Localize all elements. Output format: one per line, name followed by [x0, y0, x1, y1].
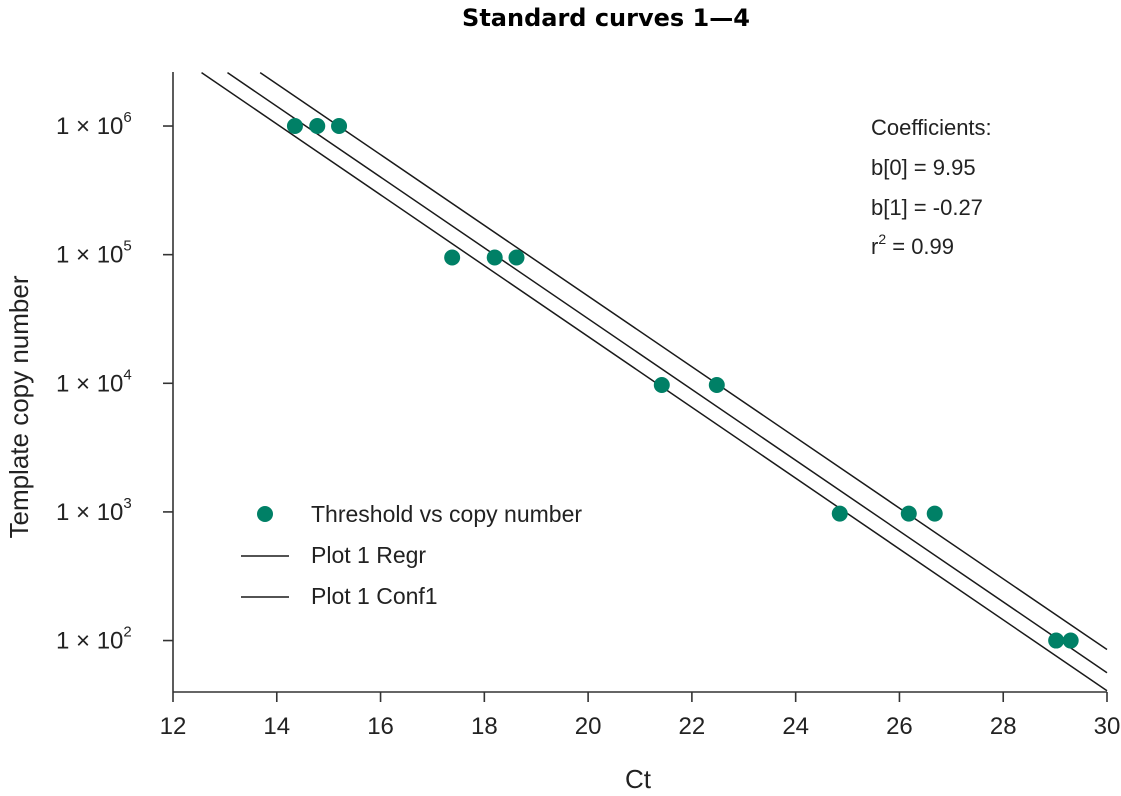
legend-label-regr: Plot 1 Regr: [311, 542, 426, 568]
data-point: [286, 118, 303, 135]
data-point: [331, 118, 348, 135]
confidence-line-1: [201, 72, 1108, 692]
confidence-line-2: [259, 72, 1108, 651]
legend-marker-threshold: [257, 506, 273, 522]
data-point: [926, 505, 943, 522]
coefficients-heading: Coefficients:: [871, 115, 992, 140]
coefficient-b1: b[1] = -0.27: [871, 195, 983, 220]
y-tick-label: 1 × 105: [56, 238, 132, 269]
x-tick-label: 28: [990, 713, 1017, 740]
legend-label-conf1: Plot 1 Conf1: [311, 583, 438, 609]
r2-prefix: r: [871, 234, 878, 259]
r2-exponent: 2: [878, 231, 886, 247]
y-tick-label: 1 × 102: [56, 624, 132, 655]
coefficients-annotation: Coefficients: b[0] = 9.95 b[1] = -0.27 r…: [871, 115, 992, 259]
regression-lines: [201, 72, 1108, 692]
x-tick-label: 16: [367, 713, 394, 740]
data-point: [831, 505, 848, 522]
data-point: [508, 249, 525, 266]
data-point: [653, 376, 670, 393]
x-tick-label: 22: [679, 713, 706, 740]
x-tick-label: 12: [160, 713, 187, 740]
data-point: [1048, 632, 1065, 649]
legend-label-threshold: Threshold vs copy number: [311, 501, 582, 527]
legend: Threshold vs copy number Plot 1 Regr Plo…: [241, 501, 582, 609]
x-tick-label: 18: [471, 713, 498, 740]
x-axis-label: Ct: [625, 764, 652, 794]
coefficient-b0: b[0] = 9.95: [871, 155, 976, 180]
y-tick-label: 1 × 104: [56, 366, 132, 397]
x-axis-ticks: 12 14 16 18 20 22 24 26 28 30: [160, 692, 1121, 740]
data-point: [486, 249, 503, 266]
coefficient-r2: r2 = 0.99: [871, 231, 954, 259]
regression-line: [227, 72, 1108, 674]
data-point: [900, 505, 917, 522]
x-tick-label: 30: [1094, 713, 1121, 740]
data-point: [708, 376, 725, 393]
x-tick-label: 26: [886, 713, 913, 740]
y-axis-ticks: 1 × 106 1 × 105 1 × 104 1 × 103 1 × 102: [56, 109, 173, 655]
data-points: [286, 118, 1079, 649]
y-tick-label: 1 × 103: [56, 495, 132, 526]
data-point: [1062, 632, 1079, 649]
x-tick-label: 14: [263, 713, 290, 740]
data-point: [309, 118, 326, 135]
chart-title: Standard curves 1—4: [462, 4, 750, 32]
x-tick-label: 20: [575, 713, 602, 740]
y-axis-label: Template copy number: [4, 275, 34, 538]
x-tick-label: 24: [782, 713, 809, 740]
r2-value: = 0.99: [886, 234, 954, 259]
data-point: [444, 249, 461, 266]
y-tick-label: 1 × 106: [56, 109, 132, 140]
